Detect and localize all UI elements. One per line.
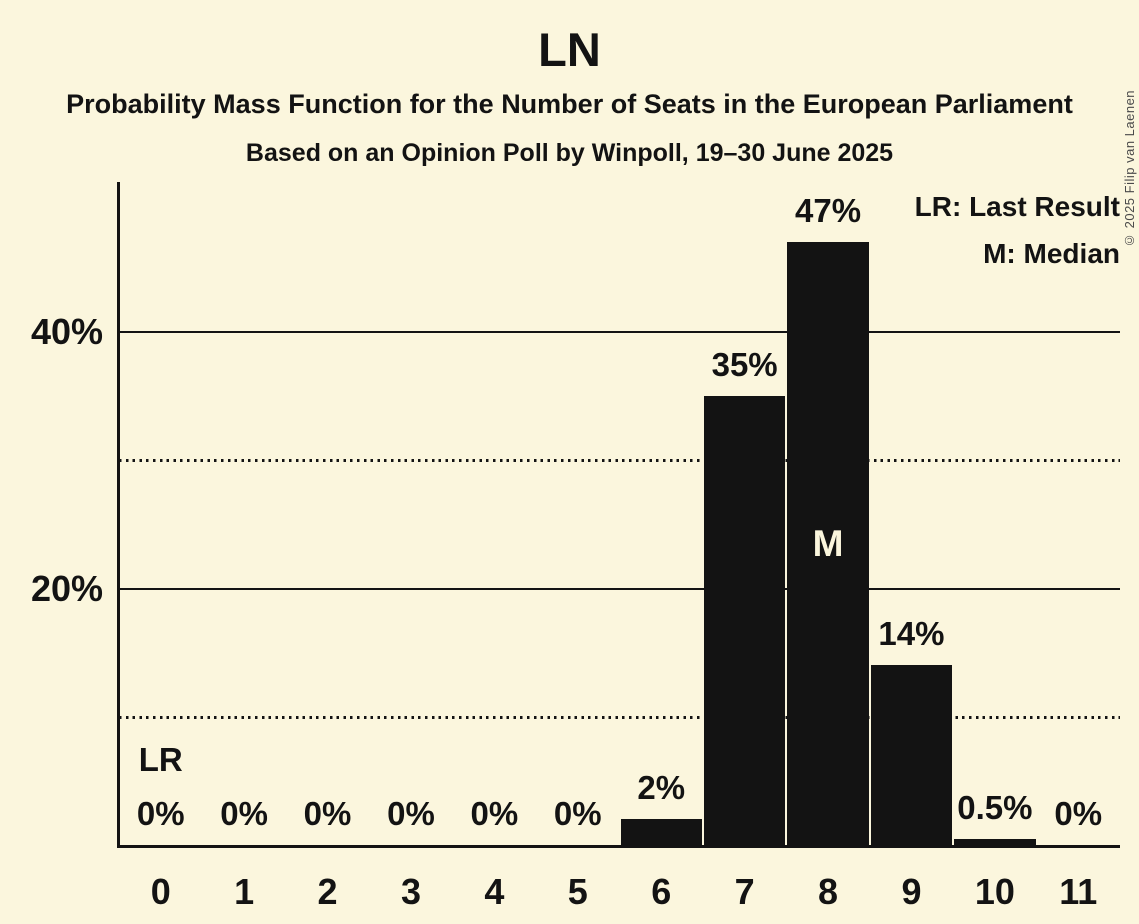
chart-subtitle: Probability Mass Function for the Number…: [66, 89, 1073, 119]
chart-title: LN: [538, 23, 601, 76]
y-axis-tick-label: 20%: [30, 567, 103, 609]
x-axis-tick-label-7: 7: [734, 871, 755, 912]
bar-value-label-seats-5: 0%: [553, 795, 602, 832]
bar-seats-6: [620, 819, 702, 845]
median-marker: M: [812, 522, 844, 564]
minor-gridline-10: [119, 715, 1120, 719]
y-axis-line: [117, 182, 120, 848]
bar-seats-8: [787, 242, 869, 845]
bar-value-label-seats-9: 14%: [878, 615, 945, 653]
y-axis-tick-label: 40%: [30, 311, 103, 352]
chart-source-note: Based on an Opinion Poll by Winpoll, 19–…: [245, 139, 894, 167]
x-axis-tick-label-2: 2: [317, 871, 338, 912]
x-axis-tick-label-1: 1: [234, 871, 255, 912]
bar-value-label-seats-8: 47%: [795, 192, 862, 230]
bar-value-label-seats-4: 0%: [470, 795, 519, 832]
x-axis-tick-label-3: 3: [400, 871, 421, 912]
major-gridline-40: [119, 331, 1120, 333]
x-axis-tick-label-8: 8: [818, 871, 839, 912]
x-axis-tick-label-10: 10: [974, 871, 1015, 912]
x-axis-tick-label-9: 9: [901, 871, 922, 912]
major-gridline-20: [119, 587, 1120, 590]
bar-value-label-seats-0: 0%: [136, 795, 185, 832]
bar-value-label-seats-3: 0%: [387, 795, 435, 832]
bar-value-label-seats-6: 2%: [637, 769, 686, 807]
x-axis-tick-label-5: 5: [567, 871, 588, 912]
bar-value-label-seats-11: 0%: [1054, 795, 1103, 832]
bar-value-label-seats-10: 0.5%: [957, 788, 1033, 826]
bar-seats-9: [870, 665, 953, 845]
legend-last-result: LR: Last Result: [914, 191, 1120, 222]
x-axis-line: [117, 845, 1120, 848]
legend-median: M: Median: [983, 238, 1120, 269]
x-axis-tick-label-11: 11: [1059, 871, 1098, 912]
x-axis-tick-label-0: 0: [150, 871, 171, 912]
bar-value-label-seats-1: 0%: [220, 795, 268, 832]
bar-value-label-seats-7: 35%: [711, 346, 778, 384]
x-axis-tick-label-6: 6: [651, 871, 672, 912]
x-axis-tick-label-4: 4: [484, 871, 505, 912]
last-result-marker: LR: [138, 741, 183, 778]
bar-value-label-seats-2: 0%: [303, 795, 352, 832]
bar-seats-10: [954, 838, 1036, 845]
minor-gridline-30: [119, 459, 1120, 463]
chart-legend: LR: Last Result M: Median: [915, 183, 1120, 277]
bar-seats-7: [703, 396, 786, 845]
